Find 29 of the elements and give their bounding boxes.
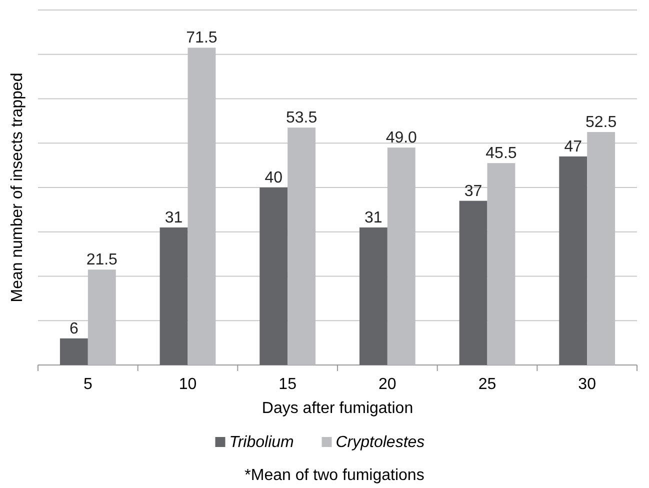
data-label: 6: [69, 320, 78, 338]
text: *Mean of two fumigations: [244, 467, 424, 484]
bar: [459, 200, 488, 365]
y-axis-title: Mean number of insects trapped: [9, 72, 26, 302]
bar: [559, 156, 588, 365]
data-label: 21.5: [86, 252, 118, 269]
x-tick-label: 5: [83, 376, 92, 393]
x-tick-label: 25: [478, 376, 496, 393]
bar: [60, 338, 88, 365]
data-label: 47: [564, 138, 582, 156]
data-label: 53.5: [286, 110, 318, 127]
x-tick-label: 10: [178, 376, 197, 393]
data-label: 49.0: [386, 130, 418, 147]
legend-label: Cryptolestes: [336, 434, 425, 451]
x-axis-title: Days after fumigation: [262, 400, 414, 417]
bar: [359, 227, 388, 365]
data-label: 31: [364, 209, 382, 226]
data-label: 40: [264, 170, 283, 186]
bar: [160, 227, 188, 365]
legend-label: Tribolium: [229, 434, 294, 451]
data-label: 71.5: [186, 30, 218, 47]
data-label: 31: [164, 209, 183, 226]
x-tick-label: 30: [578, 376, 596, 393]
data-label: 45.5: [486, 145, 517, 162]
bar: [260, 188, 288, 365]
x-tick-label: 15: [278, 376, 297, 393]
x-tick-label: 20: [378, 376, 396, 393]
data-label: 37: [464, 182, 482, 200]
data-label: 52.5: [585, 114, 617, 132]
